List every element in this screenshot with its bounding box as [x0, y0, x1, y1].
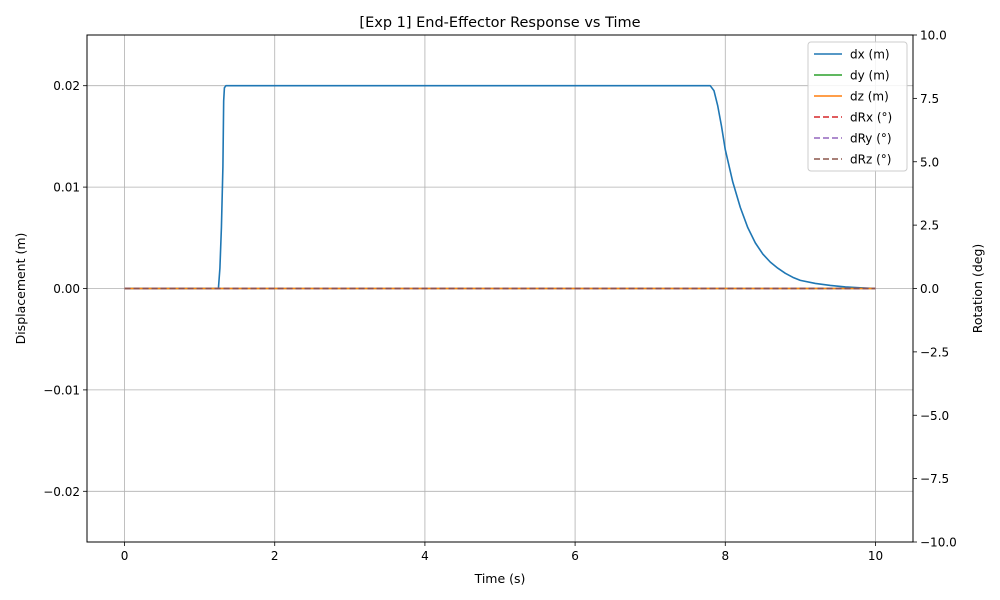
- y-axis-left: −0.02 −0.01 0.00 0.01 0.02: [43, 79, 87, 499]
- y-tick-label: 0.00: [53, 282, 80, 296]
- y2-tick-label: −10.0: [920, 536, 957, 550]
- y2-tick-label: 0.0: [920, 282, 939, 296]
- y2-axis-label: Rotation (deg): [970, 244, 985, 334]
- y2-tick-label: −5.0: [920, 409, 949, 423]
- y-axis-right: −10.0 −7.5 −5.0 −2.5 0.0 2.5 5.0 7.5 10.0: [913, 29, 957, 550]
- y2-tick-label: −7.5: [920, 472, 949, 486]
- y2-tick-label: 10.0: [920, 29, 947, 43]
- legend-label: dz (m): [850, 90, 889, 104]
- y-tick-label: −0.01: [43, 383, 80, 397]
- legend-label: dRx (°): [850, 111, 892, 125]
- x-tick-label: 2: [271, 549, 279, 563]
- y2-tick-label: 2.5: [920, 219, 939, 233]
- legend-label: dx (m): [850, 48, 890, 62]
- x-axis: 0 2 4 6 8 10: [121, 542, 883, 563]
- x-tick-label: 4: [421, 549, 429, 563]
- legend-label: dRy (°): [850, 132, 892, 146]
- x-tick-label: 6: [571, 549, 579, 563]
- y-axis-label: Displacement (m): [13, 233, 28, 345]
- y-tick-label: −0.02: [43, 485, 80, 499]
- y2-tick-label: −2.5: [920, 345, 949, 359]
- legend-label: dy (m): [850, 69, 890, 83]
- x-tick-label: 0: [121, 549, 129, 563]
- x-axis-label: Time (s): [474, 571, 526, 586]
- y2-tick-label: 7.5: [920, 92, 939, 106]
- series-line-0: [124, 84, 876, 290]
- chart-title: [Exp 1] End-Effector Response vs Time: [359, 15, 640, 31]
- x-tick-label: 10: [868, 549, 883, 563]
- legend: dx (m) dy (m) dz (m) dRx (°) dRy (°) dRz (°): [807, 41, 908, 172]
- y-tick-label: 0.02: [53, 79, 80, 93]
- y-tick-label: 0.01: [53, 181, 80, 195]
- series-lines: [124, 84, 876, 290]
- y2-tick-label: 5.0: [920, 155, 939, 169]
- legend-label: dRz (°): [850, 153, 891, 167]
- x-tick-label: 8: [721, 549, 729, 563]
